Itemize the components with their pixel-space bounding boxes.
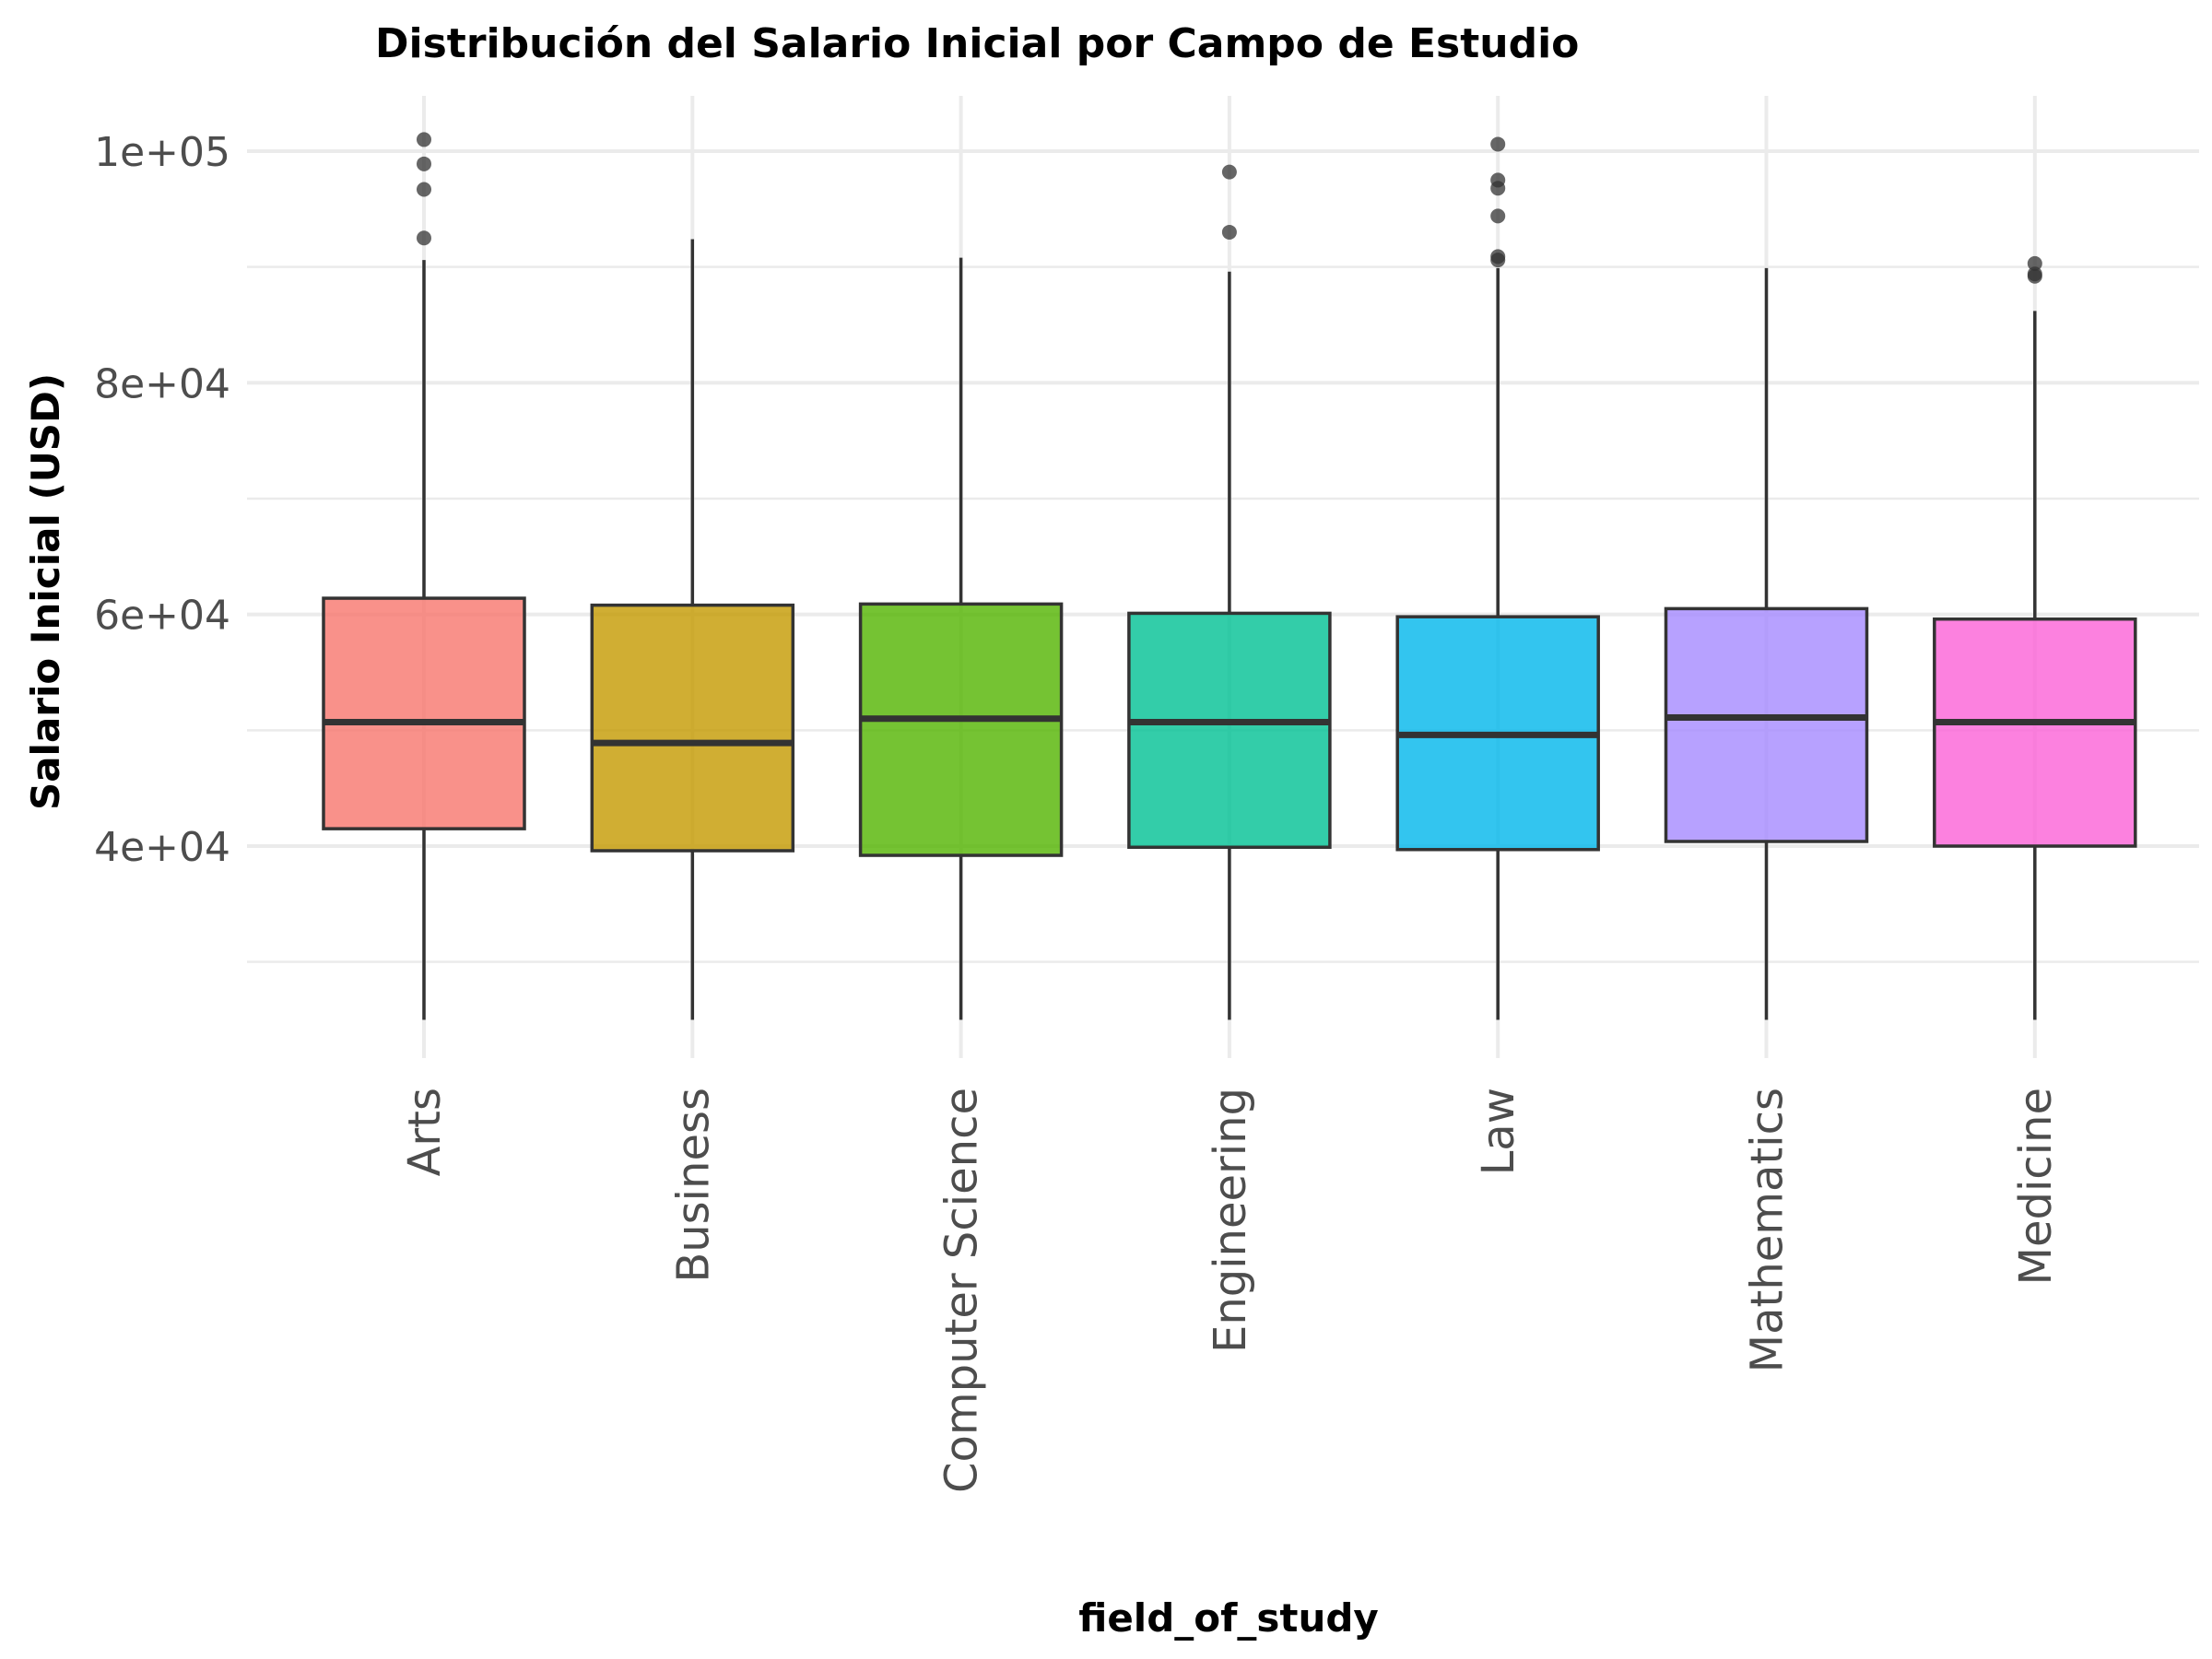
- box-engineering: [1127, 164, 1332, 1020]
- box-mathematics: [1664, 267, 1869, 1020]
- outlier-point: [1221, 164, 1237, 180]
- x-tick-label: Computer Science: [936, 1088, 988, 1493]
- outlier-point: [2027, 266, 2042, 282]
- outlier-point: [1490, 172, 1506, 188]
- x-tick-label: Business: [667, 1088, 719, 1283]
- outlier-point: [2027, 255, 2042, 271]
- iqr-box: [322, 596, 526, 830]
- box-business: [590, 239, 795, 1020]
- x-tick-label: Law: [1473, 1088, 1524, 1175]
- outlier-point: [417, 132, 431, 147]
- grid: [247, 96, 2199, 1058]
- boxes: [322, 132, 2137, 1020]
- y-tick-label: 6e+04: [94, 593, 230, 640]
- iqr-box: [590, 603, 795, 853]
- x-tick-label: Engineering: [1205, 1088, 1256, 1353]
- x-tick-label: Arts: [399, 1088, 451, 1176]
- chart-title: Distribución del Salario Inicial por Cam…: [375, 20, 1579, 67]
- iqr-box: [1127, 611, 1332, 850]
- iqr-box: [1933, 617, 2137, 848]
- outlier-point: [1490, 136, 1506, 152]
- y-tick-label: 1e+05: [94, 129, 230, 176]
- x-axis-title: field_of_study: [1078, 1595, 1379, 1641]
- outlier-point: [417, 230, 431, 246]
- y-axis-tick-labels: 4e+04 6e+04 8e+04 1e+05: [94, 129, 230, 871]
- outlier-point: [1221, 224, 1237, 240]
- box-computer-science: [858, 257, 1064, 1020]
- y-tick-label: 4e+04: [94, 824, 230, 871]
- outlier-point: [1490, 208, 1506, 224]
- outlier-point: [417, 182, 431, 197]
- outlier-point: [417, 156, 431, 171]
- y-axis-title: Salario Inicial (USD): [23, 373, 68, 810]
- outlier-point: [1490, 249, 1506, 265]
- iqr-box: [1664, 606, 1869, 843]
- y-tick-label: 8e+04: [94, 360, 230, 407]
- box-arts: [322, 132, 526, 1020]
- x-tick-label: Mathematics: [1742, 1088, 1794, 1372]
- box-law: [1395, 136, 1600, 1020]
- box-medicine: [1933, 255, 2137, 1020]
- x-axis-tick-labels: Arts Business Computer Science Engineering L…: [399, 1088, 2062, 1493]
- x-tick-label: Medicine: [2010, 1088, 2062, 1285]
- iqr-box: [858, 602, 1064, 857]
